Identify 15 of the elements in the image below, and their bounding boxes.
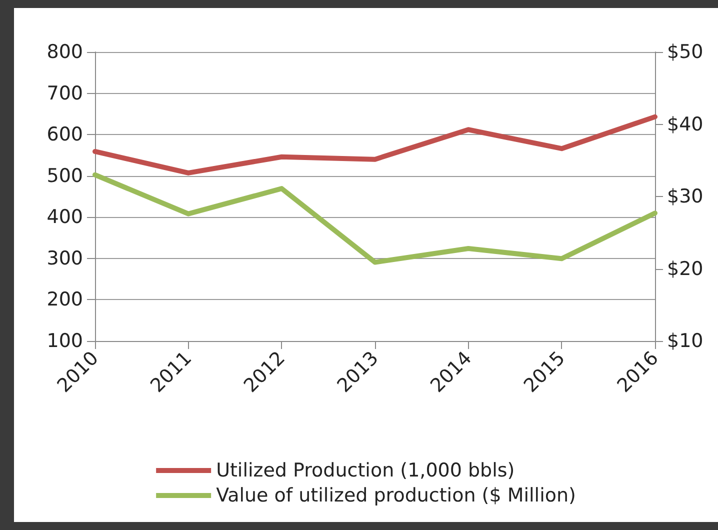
legend-label: Utilized Production (1,000 bbls) xyxy=(216,460,515,482)
y2-tick-label: $30 xyxy=(667,186,704,208)
y-tick-label: 800 xyxy=(46,41,83,63)
y-tick-label: 600 xyxy=(46,124,83,146)
y-tick-label: 300 xyxy=(46,247,83,270)
y-tick-label: 500 xyxy=(46,164,83,187)
legend-label: Value of utilized production ($ Million) xyxy=(216,484,576,506)
y-tick-label: 200 xyxy=(46,288,83,311)
y-tick-label: 100 xyxy=(46,330,83,352)
y2-tick-label: $10 xyxy=(667,330,704,352)
y2-tick-label: $20 xyxy=(667,258,704,280)
y-tick-label: 700 xyxy=(46,82,83,104)
y2-tick-label: $40 xyxy=(667,113,704,136)
y-tick-label: 400 xyxy=(46,206,83,228)
y2-tick-label: $50 xyxy=(667,41,704,63)
